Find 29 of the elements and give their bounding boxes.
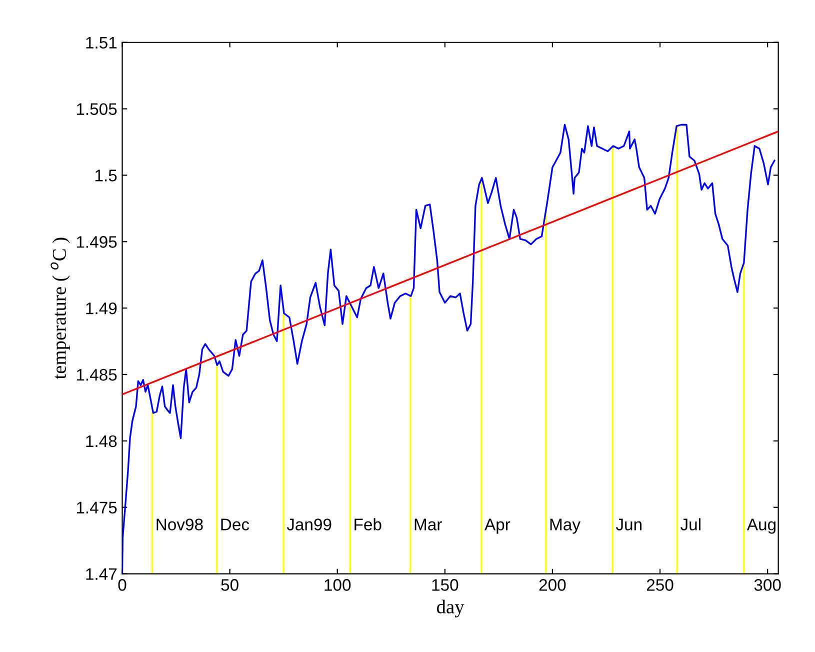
x-tick-label: 200 (539, 579, 566, 591)
y-tick-label: 1.51 (86, 36, 117, 49)
y-tick-label: 1.5 (95, 170, 117, 182)
x-axis-title: day (436, 600, 464, 618)
ref-line-label: Jun (616, 518, 642, 530)
ref-line-label: Nov98 (156, 518, 203, 530)
y-tick-label: 1.47 (86, 568, 117, 580)
ref-line-label: May (550, 518, 580, 534)
line-series (122, 124, 776, 574)
y-tick-label: 1.48 (86, 435, 117, 448)
ref-line-label: Apr (484, 518, 510, 534)
y-tick-label: 1.495 (76, 236, 117, 248)
y-tick-label: 1.49 (86, 302, 117, 314)
ref-line-label: Mar (414, 518, 442, 530)
ref-line-label: Dec (221, 518, 250, 530)
y-axis-title: temperature ( $^{o}$C ) (50, 238, 70, 380)
x-tick-label: 250 (646, 579, 674, 591)
y-tick-label: 1.485 (76, 368, 117, 381)
ref-line-label: Aug (746, 518, 776, 534)
ref-line-label: Jul (680, 518, 700, 530)
x-tick-label: 100 (324, 579, 351, 591)
y-tick-label: 1.475 (76, 502, 117, 514)
ref-line-label: Feb (354, 518, 382, 530)
ref-line-label: Jan99 (286, 518, 332, 530)
x-tick-label: 0 (118, 579, 126, 591)
x-tick-label: 150 (432, 579, 458, 591)
y-tick-label: 1.505 (76, 103, 117, 116)
x-tick-label: 300 (754, 579, 781, 591)
x-tick-label: 50 (221, 579, 238, 591)
